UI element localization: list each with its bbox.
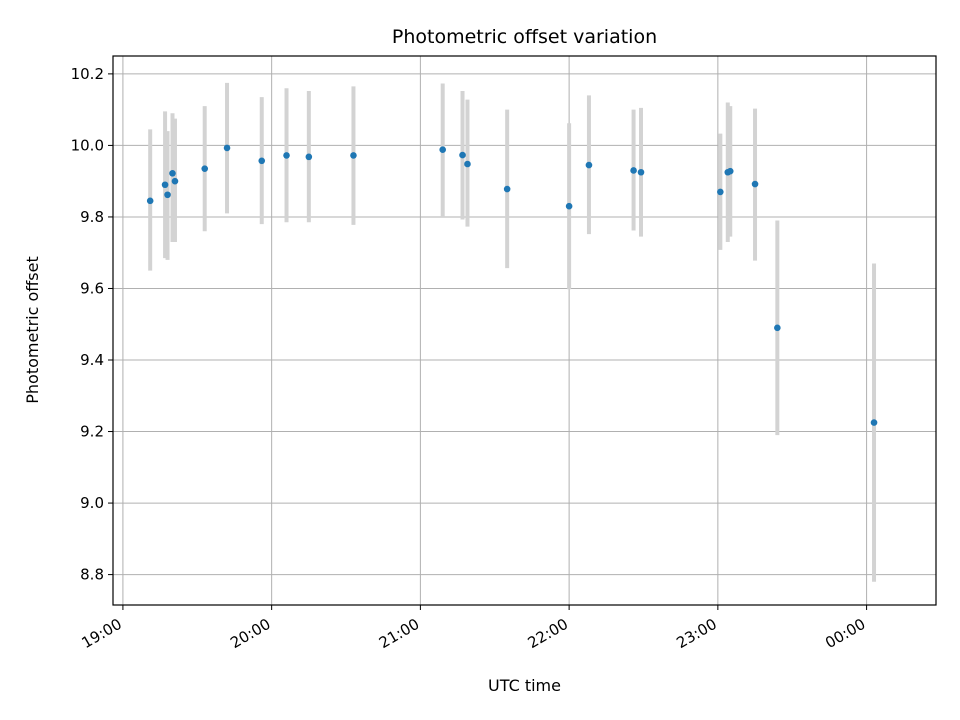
data-points <box>146 144 878 426</box>
data-point <box>503 185 511 193</box>
data-point <box>870 419 878 426</box>
y-tick-label: 10.0 <box>71 136 104 154</box>
data-point <box>774 324 781 332</box>
x-tick-label: 19:00 <box>78 615 124 652</box>
data-point <box>439 146 446 154</box>
plot-frame <box>112 55 937 606</box>
y-tick-label: 9.2 <box>80 423 104 441</box>
data-point <box>171 177 179 185</box>
x-tick-label: 00:00 <box>822 615 868 652</box>
x-tick-label: 21:00 <box>376 615 422 652</box>
data-point <box>146 197 154 205</box>
y-tick-label: 9.0 <box>80 494 104 512</box>
data-point <box>350 152 357 159</box>
plot-area <box>112 55 937 606</box>
y-tick-label: 9.6 <box>80 279 104 297</box>
data-point <box>164 191 171 199</box>
data-point <box>717 188 724 196</box>
y-tick-label: 9.4 <box>80 351 104 369</box>
chart-title: Photometric offset variation <box>392 26 657 48</box>
y-tick-label: 9.8 <box>80 208 104 226</box>
data-point <box>258 157 266 165</box>
x-tick-label: 23:00 <box>673 615 719 652</box>
data-point <box>464 160 471 168</box>
x-axis-title: UTC time <box>488 676 561 695</box>
data-point <box>726 167 734 175</box>
x-axis: 19:00 20:00 21:00 22:00 23:00 00:00 <box>78 605 869 652</box>
data-point <box>565 202 573 210</box>
data-point <box>201 165 209 172</box>
data-point <box>751 180 759 188</box>
data-point <box>305 153 313 161</box>
data-point <box>459 151 466 159</box>
data-point <box>637 168 645 176</box>
y-tick-label: 8.8 <box>80 566 104 584</box>
x-tick-label: 20:00 <box>227 615 273 652</box>
data-point <box>585 161 593 169</box>
data-point <box>223 144 231 152</box>
data-point <box>169 170 176 177</box>
data-point <box>283 152 290 159</box>
plot-background <box>113 56 936 605</box>
y-axis: 8.8 9.0 9.2 9.4 9.6 9.8 10.0 10.2 <box>71 65 113 584</box>
data-point <box>630 167 637 174</box>
y-tick-label: 10.2 <box>71 65 104 83</box>
x-tick-label: 22:00 <box>525 615 571 652</box>
data-point <box>161 181 169 189</box>
y-axis-title: Photometric offset <box>23 256 42 404</box>
